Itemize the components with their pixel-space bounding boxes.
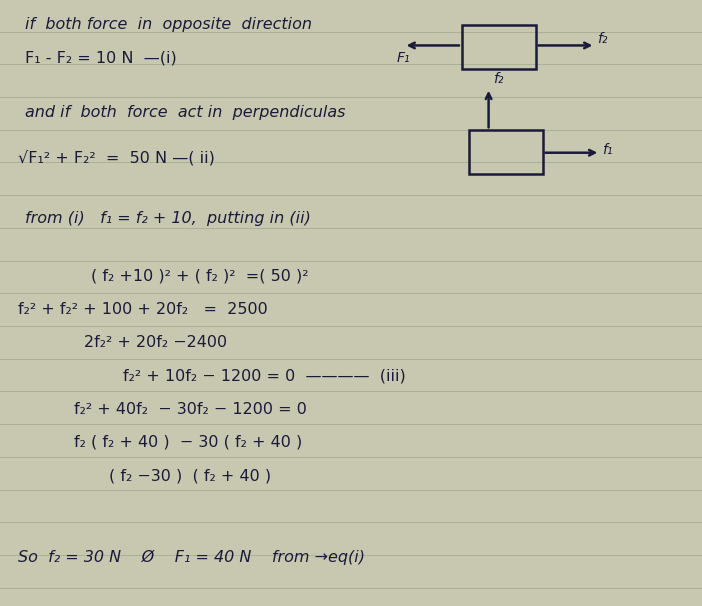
- Text: 2f₂² + 20f₂ −2400: 2f₂² + 20f₂ −2400: [84, 335, 227, 350]
- Text: So  f₂ = 30 N    Ø    F₁ = 40 N    from →eq(i): So f₂ = 30 N Ø F₁ = 40 N from →eq(i): [18, 550, 364, 565]
- Text: f₂ ( f₂ + 40 )  − 30 ( f₂ + 40 ): f₂ ( f₂ + 40 ) − 30 ( f₂ + 40 ): [74, 435, 302, 450]
- Text: and if  both  force  act in  perpendiculas: and if both force act in perpendiculas: [25, 105, 345, 119]
- Text: ( f₂ −30 )  ( f₂ + 40 ): ( f₂ −30 ) ( f₂ + 40 ): [109, 468, 271, 483]
- Text: f₂² + 10f₂ − 1200 = 0  ————  (iii): f₂² + 10f₂ − 1200 = 0 ———— (iii): [123, 368, 406, 383]
- Text: ( f₂ +10 )² + ( f₂ )²  =( 50 )²: ( f₂ +10 )² + ( f₂ )² =( 50 )²: [91, 268, 309, 283]
- Text: from (i)   f₁ = f₂ + 10,  putting in (ii): from (i) f₁ = f₂ + 10, putting in (ii): [25, 211, 310, 225]
- Bar: [462, 25, 536, 69]
- Text: if  both force  in  opposite  direction: if both force in opposite direction: [25, 17, 312, 32]
- Text: f₂² + f₂² + 100 + 20f₂   =  2500: f₂² + f₂² + 100 + 20f₂ = 2500: [18, 302, 267, 316]
- Text: f₂: f₂: [494, 72, 504, 86]
- Text: F₁: F₁: [397, 51, 410, 65]
- Text: √F₁² + F₂²  =  50 N —( ii): √F₁² + F₂² = 50 N —( ii): [18, 150, 214, 165]
- Bar: [469, 130, 543, 174]
- Text: F₁ - F₂ = 10 N  —(i): F₁ - F₂ = 10 N —(i): [25, 50, 176, 65]
- Text: f₂: f₂: [597, 32, 607, 47]
- Text: f₂² + 40f₂  − 30f₂ − 1200 = 0: f₂² + 40f₂ − 30f₂ − 1200 = 0: [74, 402, 307, 416]
- Text: f₁: f₁: [602, 143, 613, 158]
